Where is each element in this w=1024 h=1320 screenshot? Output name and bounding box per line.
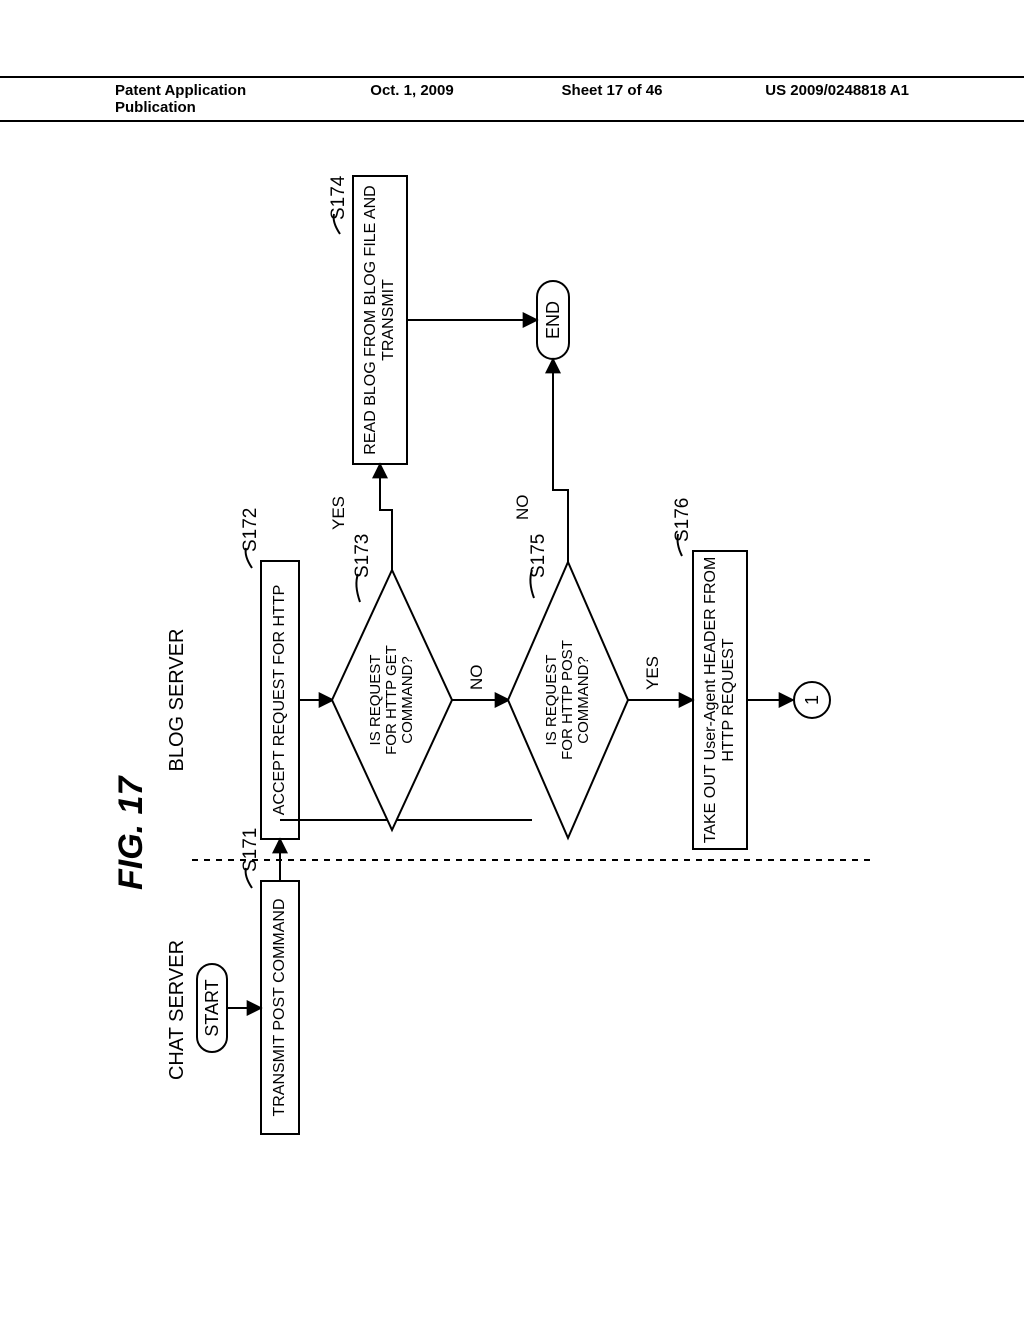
header-left: Patent Application Publication [0,82,312,116]
svg-text:COMMAND?: COMMAND? [399,656,416,744]
step-s175-id: S175 [528,534,550,578]
svg-text:YES: YES [643,656,662,690]
svg-text:YES: YES [329,496,348,530]
swimlane-blog: BLOG SERVER [166,610,189,790]
figure: FIG. 17 CHAT SERVER BLOG SERVER START TR… [132,150,892,1250]
step-s171-id: S171 [240,828,262,872]
step-s172-id: S172 [240,508,262,552]
svg-text:1: 1 [802,695,822,705]
svg-text:NO: NO [513,495,532,521]
end-node: END [536,280,570,360]
header-date: Oct. 1, 2009 [312,82,512,116]
start-node: START [196,963,228,1053]
step-s174: READ BLOG FROM BLOG FILE AND TRANSMIT [352,175,408,465]
figure-container: FIG. 17 CHAT SERVER BLOG SERVER START TR… [132,150,892,1250]
step-s176-id: S176 [672,498,694,542]
svg-text:FOR HTTP GET: FOR HTTP GET [383,645,400,755]
swimlane-chat: CHAT SERVER [166,920,189,1100]
flow-lines: IS REQUEST FOR HTTP GET COMMAND? YES NO … [132,150,892,1250]
step-s173-id: S173 [352,534,374,578]
page-header: Patent Application Publication Oct. 1, 2… [0,76,1024,122]
header-sheet: Sheet 17 of 46 [512,82,712,116]
figure-title: FIG. 17 [112,777,151,890]
step-s176: TAKE OUT User-Agent HEADER FROM HTTP REQ… [692,550,748,850]
page: Patent Application Publication Oct. 1, 2… [0,0,1024,1320]
step-s172: ACCEPT REQUEST FOR HTTP [260,560,300,840]
step-s171: TRANSMIT POST COMMAND [260,880,300,1135]
header-pubno: US 2009/0248818 A1 [712,82,1024,116]
svg-text:IS REQUEST: IS REQUEST [367,655,384,746]
svg-text:IS REQUEST: IS REQUEST [543,655,560,746]
svg-text:NO: NO [467,665,486,691]
svg-text:FOR HTTP POST: FOR HTTP POST [559,640,576,760]
step-s174-id: S174 [328,176,350,220]
svg-text:COMMAND?: COMMAND? [575,656,592,744]
